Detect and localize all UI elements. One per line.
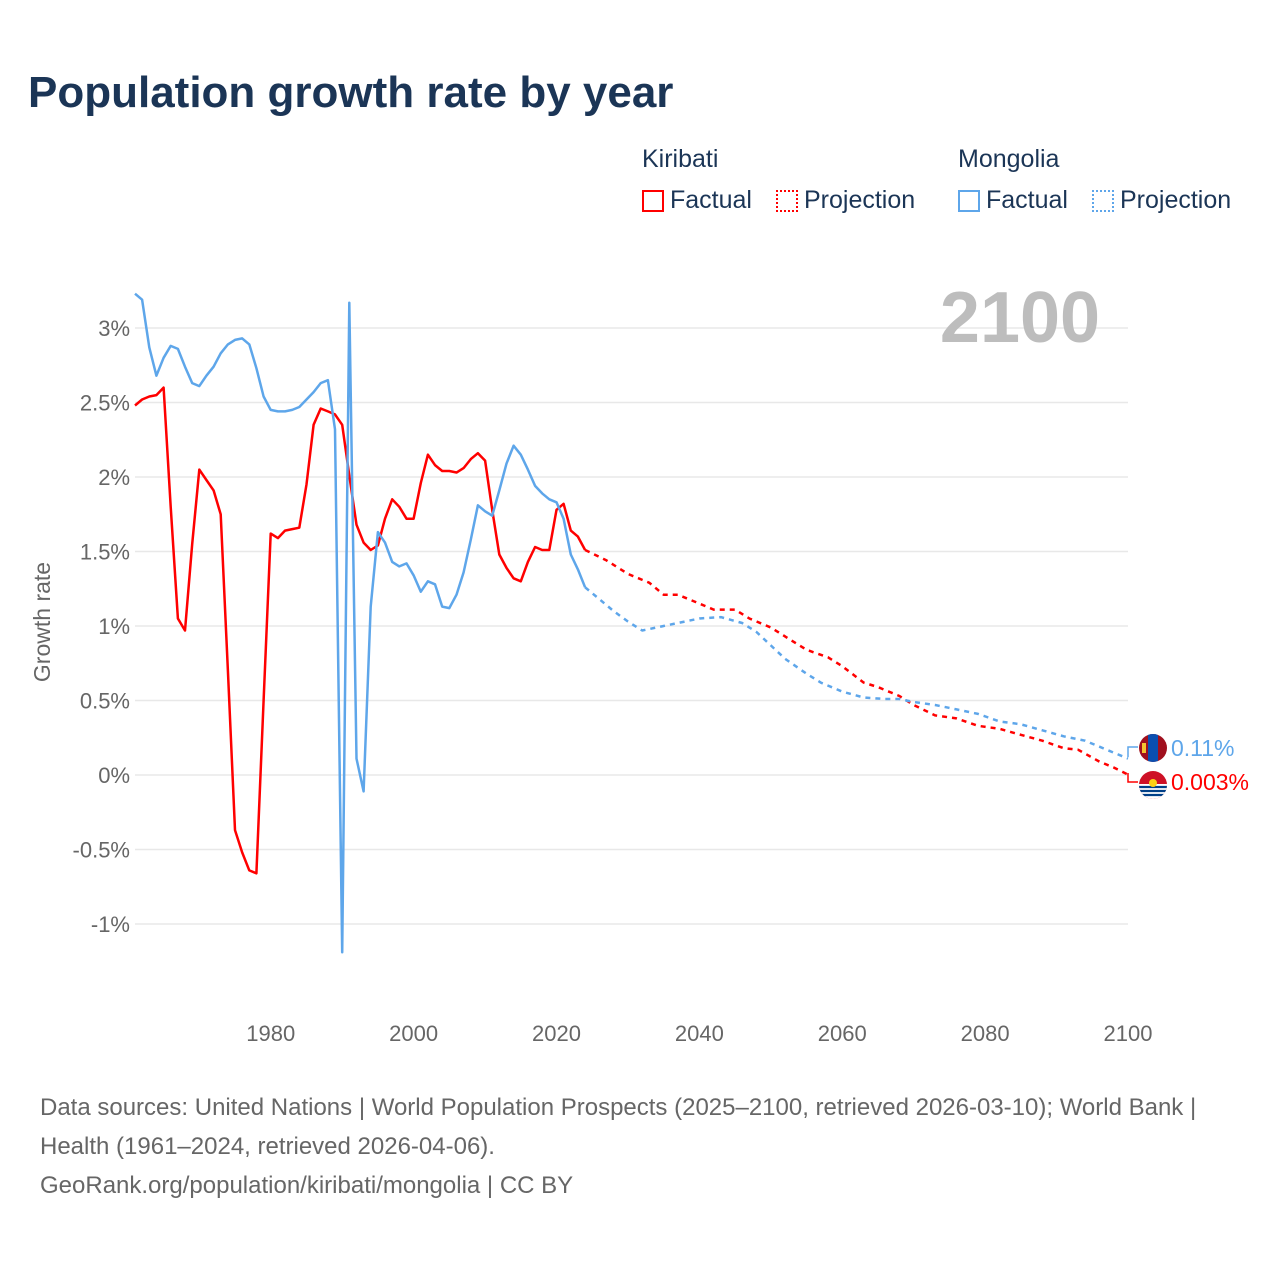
legend-kiribati-factual[interactable]: Factual [642,186,752,215]
x-tick-label: 2080 [961,1021,1010,1046]
series-kiribati-projection [584,548,1129,776]
source-text: Data sources: United Nations | World Pop… [40,1094,1197,1160]
series-lines [134,292,1129,954]
legend-swatch-dotted [1092,189,1114,212]
source-note: Data sources: United Nations | World Pop… [40,1088,1240,1205]
y-tick-label: -0.5% [73,838,130,863]
y-tick-label: 1% [98,614,130,639]
x-tick-label: 2000 [389,1021,438,1046]
chart-area: 3% 2.5% 2% 1.5% 1% 0.5% 0% -0.5% -1% 1980 2000 202… [29,278,1249,1046]
x-tick-label: 2040 [675,1021,724,1046]
x-tick-label: 2060 [818,1021,867,1046]
legend-swatch-dotted [776,189,798,212]
x-axis-ticks: 1980 2000 2020 2040 2060 2080 2100 [246,1021,1152,1046]
chart-title: Population growth rate by year [28,68,674,117]
x-tick-label: 1980 [246,1021,295,1046]
x-tick-label: 2100 [1104,1021,1153,1046]
source-link[interactable]: GeoRank.org/population/kiribati/mongolia… [40,1172,574,1199]
y-axis-ticks: 3% 2.5% 2% 1.5% 1% 0.5% 0% -0.5% -1% [73,316,130,937]
legend-label: Projection [1120,186,1232,214]
current-year-label: 2100 [940,278,1100,358]
y-axis-label: Growth rate [29,562,55,682]
legend-mongolia-factual[interactable]: Factual [958,186,1068,215]
y-tick-label: 3% [98,316,130,341]
y-tick-label: 1.5% [80,540,130,565]
legend-label: Factual [986,186,1068,214]
legend-mongolia-projection[interactable]: Projection [1092,186,1231,215]
y-tick-label: 0% [98,763,130,788]
legend-swatch-solid [642,189,664,212]
series-mongolia-projection [584,586,1129,760]
y-tick-label: 0.5% [80,689,130,714]
series-mongolia-factual [134,292,587,954]
end-markers: 0.11% 0.003% [1127,734,1249,799]
legend-label: Factual [670,186,752,214]
legend-group-kiribati: Kiribati [642,145,719,173]
series-kiribati-factual [134,386,587,875]
y-tick-label: -1% [91,912,130,937]
legend-group-mongolia: Mongolia [958,145,1060,173]
y-tick-label: 2% [98,465,130,490]
kiribati-flag-icon [1139,771,1167,799]
gridlines [135,327,1128,925]
mongolia-leader-line [1127,746,1138,757]
mongolia-end-value: 0.11% [1171,735,1235,761]
y-tick-label: 2.5% [80,391,130,416]
legend-label: Projection [804,186,916,214]
x-tick-label: 2020 [532,1021,581,1046]
mongolia-flag-icon [1139,734,1167,762]
kiribati-end-value: 0.003% [1171,769,1249,795]
kiribati-leader-line [1127,773,1138,783]
legend-kiribati-projection[interactable]: Projection [776,186,915,215]
legend-swatch-solid [958,189,980,212]
